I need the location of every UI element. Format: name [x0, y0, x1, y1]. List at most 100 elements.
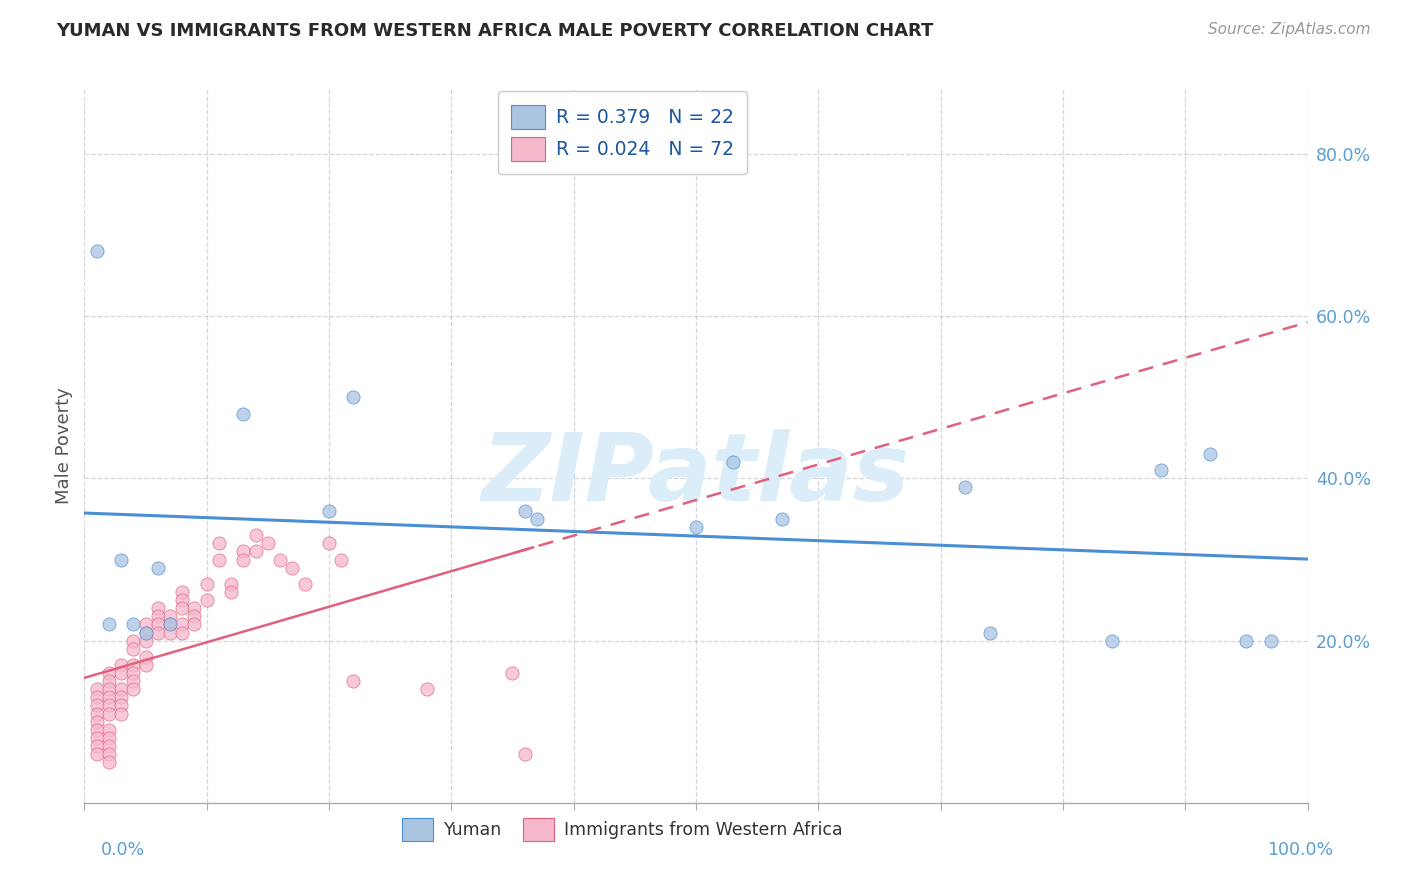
- Point: [526, 512, 548, 526]
- Point: [86, 690, 108, 705]
- Text: ZIPatlas: ZIPatlas: [482, 428, 910, 521]
- Point: [97, 698, 120, 713]
- Point: [513, 747, 536, 761]
- Text: 0.0%: 0.0%: [101, 840, 145, 858]
- Point: [110, 690, 132, 705]
- Point: [86, 723, 108, 737]
- Point: [195, 577, 218, 591]
- Point: [208, 552, 231, 566]
- Point: [86, 731, 108, 745]
- Point: [146, 617, 169, 632]
- Point: [770, 512, 793, 526]
- Point: [97, 747, 120, 761]
- Point: [1101, 633, 1123, 648]
- Point: [219, 577, 242, 591]
- Point: [245, 528, 267, 542]
- Point: [86, 698, 108, 713]
- Point: [122, 617, 145, 632]
- Point: [122, 633, 145, 648]
- Legend: Yuman, Immigrants from Western Africa: Yuman, Immigrants from Western Africa: [395, 812, 851, 847]
- Point: [257, 536, 280, 550]
- Point: [97, 723, 120, 737]
- Point: [232, 544, 254, 558]
- Point: [1260, 633, 1282, 648]
- Point: [979, 625, 1001, 640]
- Point: [172, 593, 194, 607]
- Point: [208, 536, 231, 550]
- Point: [1236, 633, 1258, 648]
- Point: [416, 682, 439, 697]
- Point: [97, 617, 120, 632]
- Point: [97, 756, 120, 770]
- Y-axis label: Male Poverty: Male Poverty: [55, 388, 73, 504]
- Point: [122, 641, 145, 656]
- Point: [86, 244, 108, 259]
- Point: [110, 682, 132, 697]
- Point: [110, 666, 132, 681]
- Point: [281, 560, 304, 574]
- Point: [86, 739, 108, 753]
- Point: [685, 520, 707, 534]
- Point: [97, 739, 120, 753]
- Point: [721, 455, 744, 469]
- Point: [135, 649, 157, 664]
- Text: 100.0%: 100.0%: [1267, 840, 1333, 858]
- Point: [122, 666, 145, 681]
- Point: [86, 714, 108, 729]
- Point: [1198, 447, 1220, 461]
- Point: [318, 536, 340, 550]
- Point: [159, 617, 181, 632]
- Point: [97, 674, 120, 689]
- Point: [342, 674, 364, 689]
- Point: [172, 585, 194, 599]
- Point: [245, 544, 267, 558]
- Point: [86, 682, 108, 697]
- Point: [146, 609, 169, 624]
- Point: [183, 601, 205, 615]
- Point: [122, 674, 145, 689]
- Point: [86, 747, 108, 761]
- Point: [110, 552, 132, 566]
- Point: [110, 698, 132, 713]
- Point: [172, 601, 194, 615]
- Point: [135, 617, 157, 632]
- Point: [122, 682, 145, 697]
- Point: [172, 617, 194, 632]
- Point: [122, 657, 145, 672]
- Point: [110, 657, 132, 672]
- Point: [318, 504, 340, 518]
- Point: [159, 625, 181, 640]
- Point: [342, 390, 364, 404]
- Point: [86, 706, 108, 721]
- Point: [183, 609, 205, 624]
- Point: [294, 577, 316, 591]
- Point: [172, 625, 194, 640]
- Point: [146, 625, 169, 640]
- Point: [330, 552, 353, 566]
- Point: [110, 706, 132, 721]
- Point: [97, 690, 120, 705]
- Point: [953, 479, 976, 493]
- Point: [97, 666, 120, 681]
- Point: [195, 593, 218, 607]
- Point: [97, 731, 120, 745]
- Point: [232, 552, 254, 566]
- Point: [219, 585, 242, 599]
- Point: [135, 657, 157, 672]
- Point: [97, 682, 120, 697]
- Point: [159, 609, 181, 624]
- Point: [146, 601, 169, 615]
- Point: [269, 552, 291, 566]
- Text: YUMAN VS IMMIGRANTS FROM WESTERN AFRICA MALE POVERTY CORRELATION CHART: YUMAN VS IMMIGRANTS FROM WESTERN AFRICA …: [56, 22, 934, 40]
- Point: [1150, 463, 1173, 477]
- Point: [183, 617, 205, 632]
- Point: [232, 407, 254, 421]
- Point: [135, 625, 157, 640]
- Point: [159, 617, 181, 632]
- Point: [146, 560, 169, 574]
- Point: [135, 625, 157, 640]
- Point: [502, 666, 524, 681]
- Point: [97, 706, 120, 721]
- Text: Source: ZipAtlas.com: Source: ZipAtlas.com: [1208, 22, 1371, 37]
- Point: [135, 633, 157, 648]
